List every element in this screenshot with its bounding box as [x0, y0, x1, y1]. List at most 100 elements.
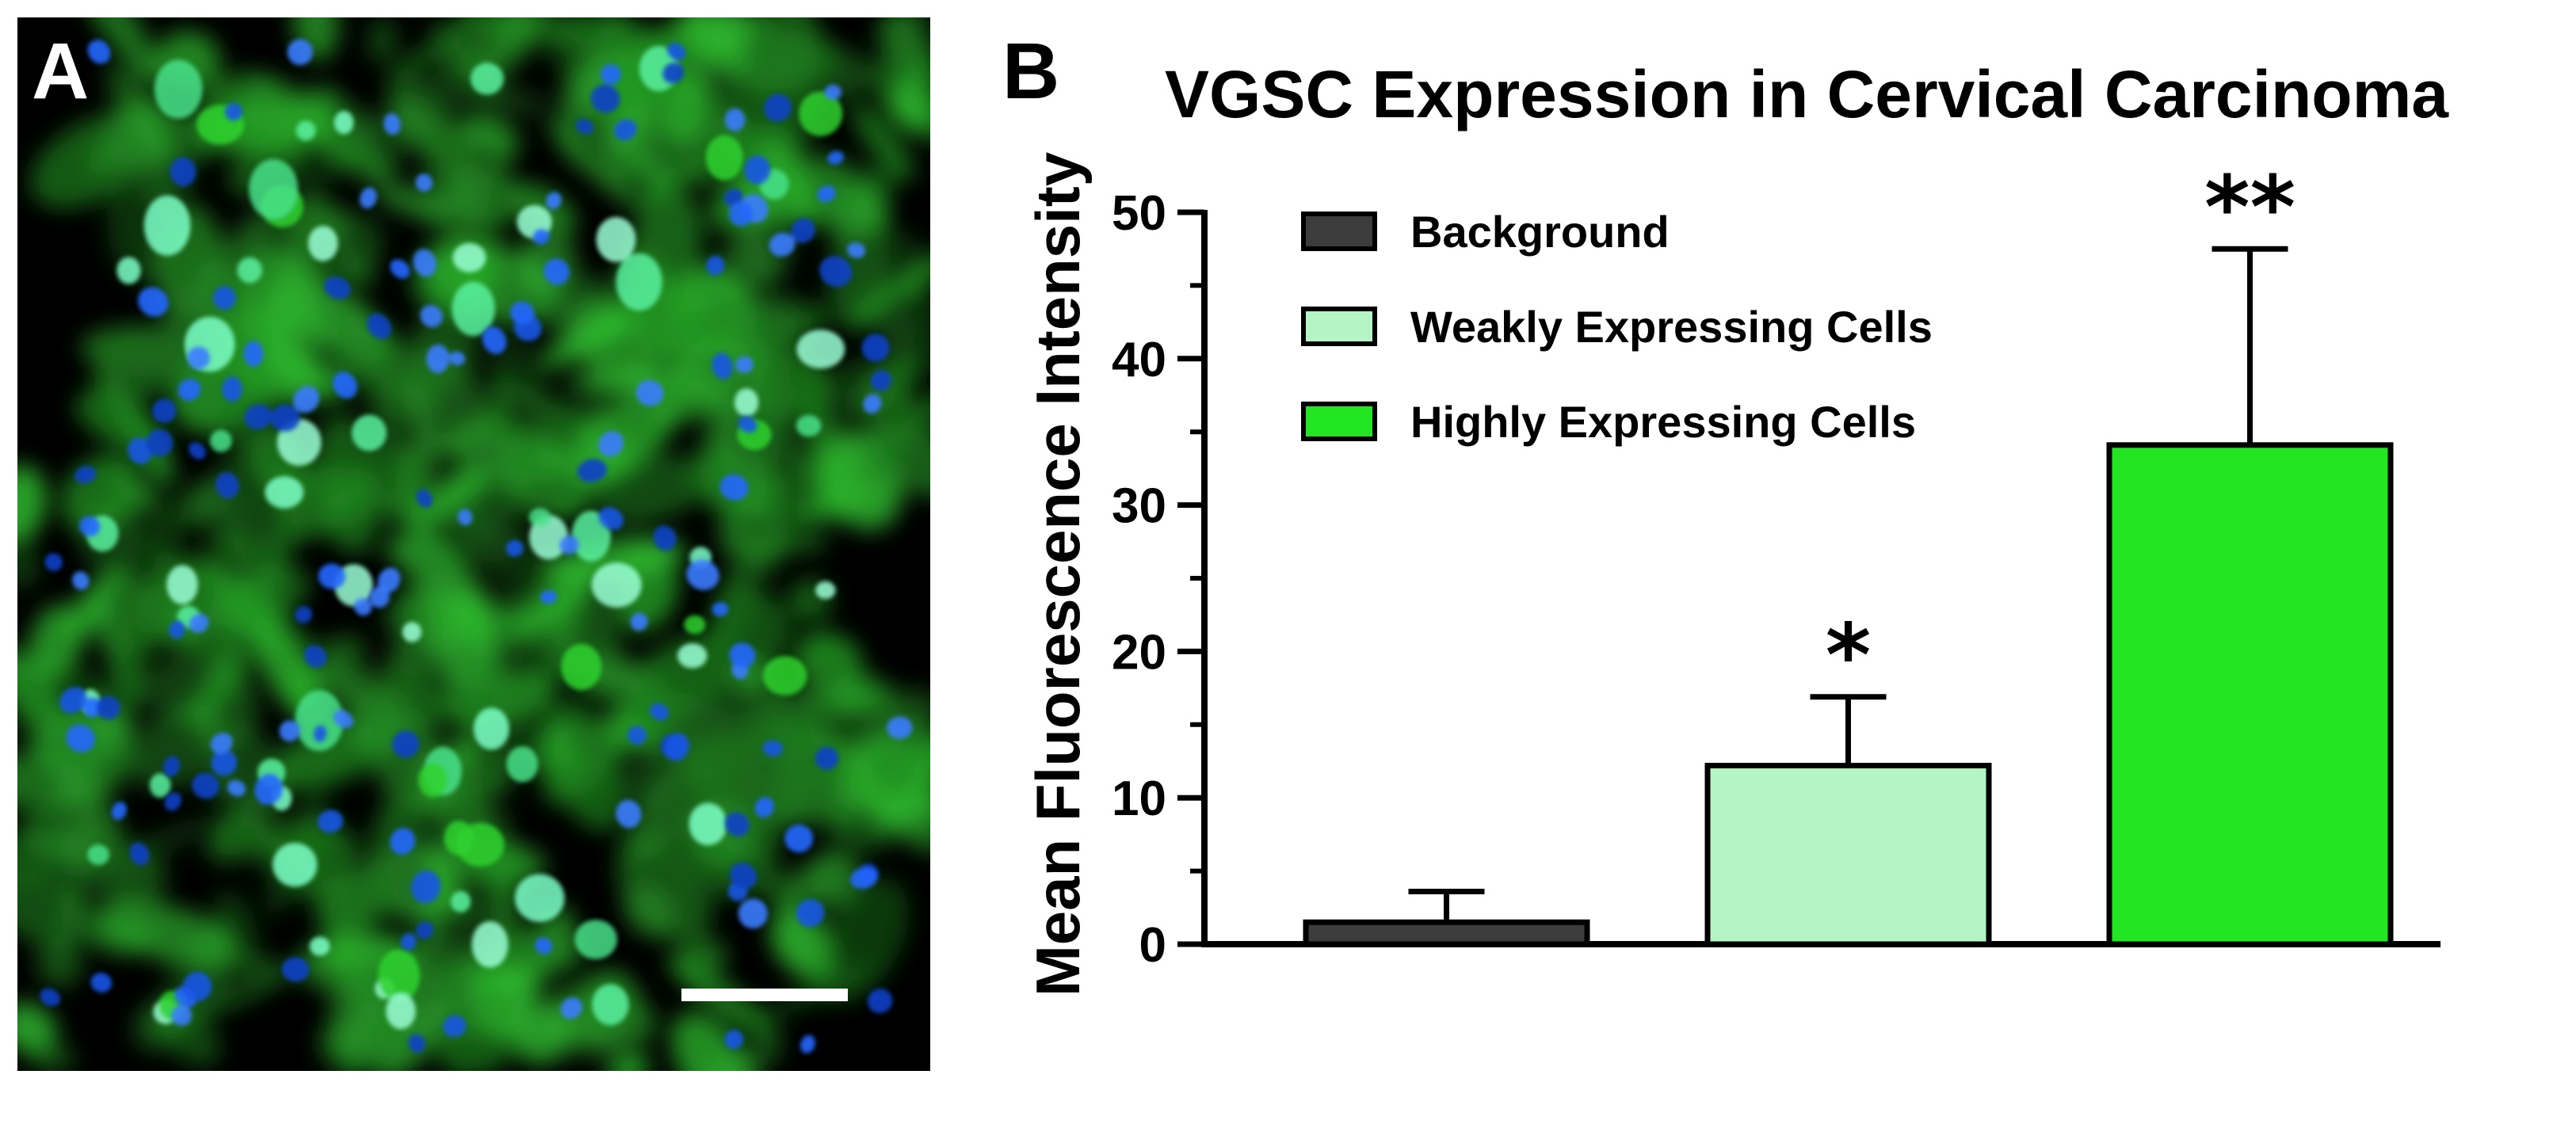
nucleus [616, 799, 642, 829]
bright-cell [470, 63, 504, 95]
nucleus [420, 305, 443, 328]
nucleus [295, 606, 312, 623]
nucleus [146, 429, 174, 457]
tissue-blob [707, 450, 751, 562]
nucleus [281, 957, 310, 982]
bright-cell [506, 746, 539, 783]
nucleus [313, 725, 327, 742]
bright-cell [796, 330, 845, 369]
legend-swatch [1301, 402, 1377, 441]
nucleus [712, 352, 733, 379]
nucleus [662, 62, 685, 84]
tissue-blob [383, 539, 482, 596]
bright-cell [307, 226, 338, 261]
nucleus [824, 84, 842, 100]
bright-cell [249, 158, 299, 219]
bright-cell [596, 216, 636, 262]
bright-cell [154, 59, 203, 119]
tissue-blob [408, 464, 490, 532]
tissue-blob [625, 753, 714, 862]
nucleus [544, 258, 570, 285]
nucleus [211, 749, 237, 776]
nucleus [171, 1005, 193, 1026]
nucleus [817, 185, 836, 203]
nucleus [815, 746, 839, 770]
tissue-blob [864, 745, 917, 797]
tissue-blob [560, 63, 606, 169]
tissue-blob [762, 410, 847, 510]
tissue-blob [218, 505, 279, 570]
bright-cell [734, 388, 759, 417]
tissue-blob [541, 308, 631, 368]
tissue-blob [390, 642, 474, 721]
bright-cell [295, 690, 344, 752]
nucleus [762, 740, 783, 756]
nucleus [111, 802, 127, 820]
significance-marker: ** [2204, 157, 2296, 258]
bar-chart-svg: VGSC Expression in Cervical Carcinoma Me… [1023, 57, 2449, 996]
nucleus [724, 812, 750, 837]
nucleus [333, 710, 353, 729]
tissue-blob [340, 250, 373, 289]
nucleus [324, 276, 351, 299]
tissue-blob [568, 714, 618, 772]
tissue-blob [516, 576, 592, 637]
nucleus [509, 301, 535, 325]
tissue-blob [74, 17, 158, 78]
fluorescence-micrograph [17, 17, 930, 1071]
tissue-blob [354, 817, 400, 857]
nucleus [152, 398, 177, 423]
tissue-blob [827, 676, 896, 714]
bright-cell [87, 844, 109, 865]
nucleus [79, 516, 101, 537]
tissue-blob [327, 358, 400, 393]
tissue-blob [17, 873, 96, 947]
nucleus [653, 525, 677, 551]
bright-cell [689, 802, 727, 846]
nucleus [482, 326, 507, 354]
tissue-blob [773, 29, 836, 83]
nucleus [712, 602, 729, 617]
tissue-blob [593, 455, 712, 524]
nucleus [254, 774, 283, 806]
nucleus [706, 255, 725, 276]
nucleus [183, 971, 212, 1001]
bright-cell [574, 920, 617, 959]
nucleus [128, 437, 152, 464]
tissue-blob [638, 162, 688, 207]
tissue-blob [202, 531, 256, 596]
nucleus [575, 119, 594, 135]
nucleus [187, 346, 210, 370]
nucleus [863, 394, 882, 413]
tissue-blob [93, 840, 168, 915]
nucleus [170, 157, 197, 187]
nucleus [400, 933, 417, 951]
y-tick-label: 20 [1112, 625, 1166, 680]
nucleus [164, 792, 181, 811]
tissue-blob [106, 649, 162, 709]
nuclei [40, 39, 913, 1054]
y-axis-label: Mean Fluorescence Intensity [1023, 152, 1093, 996]
legend-swatch [1301, 211, 1377, 251]
nucleus [847, 242, 866, 258]
nucleus [506, 539, 524, 557]
tissue-blob [757, 539, 778, 579]
nucleus [800, 1034, 815, 1054]
nucleus [408, 1034, 426, 1053]
bright-cell [529, 508, 551, 527]
tissue-blob [28, 1043, 76, 1071]
nucleus [87, 40, 111, 64]
tissue-blob [49, 688, 132, 825]
nucleus [292, 386, 320, 413]
nucleus [138, 287, 169, 317]
tissue-blob [544, 913, 584, 970]
bright-cell [418, 762, 448, 798]
nucleus [377, 567, 401, 593]
nucleus [598, 507, 624, 531]
tissue-blob [95, 900, 235, 961]
nucleus [723, 189, 743, 207]
nucleus [871, 370, 892, 391]
panel-label-a: A [32, 27, 90, 116]
significance-marker: * [1826, 605, 1872, 707]
nucleus [270, 405, 300, 432]
